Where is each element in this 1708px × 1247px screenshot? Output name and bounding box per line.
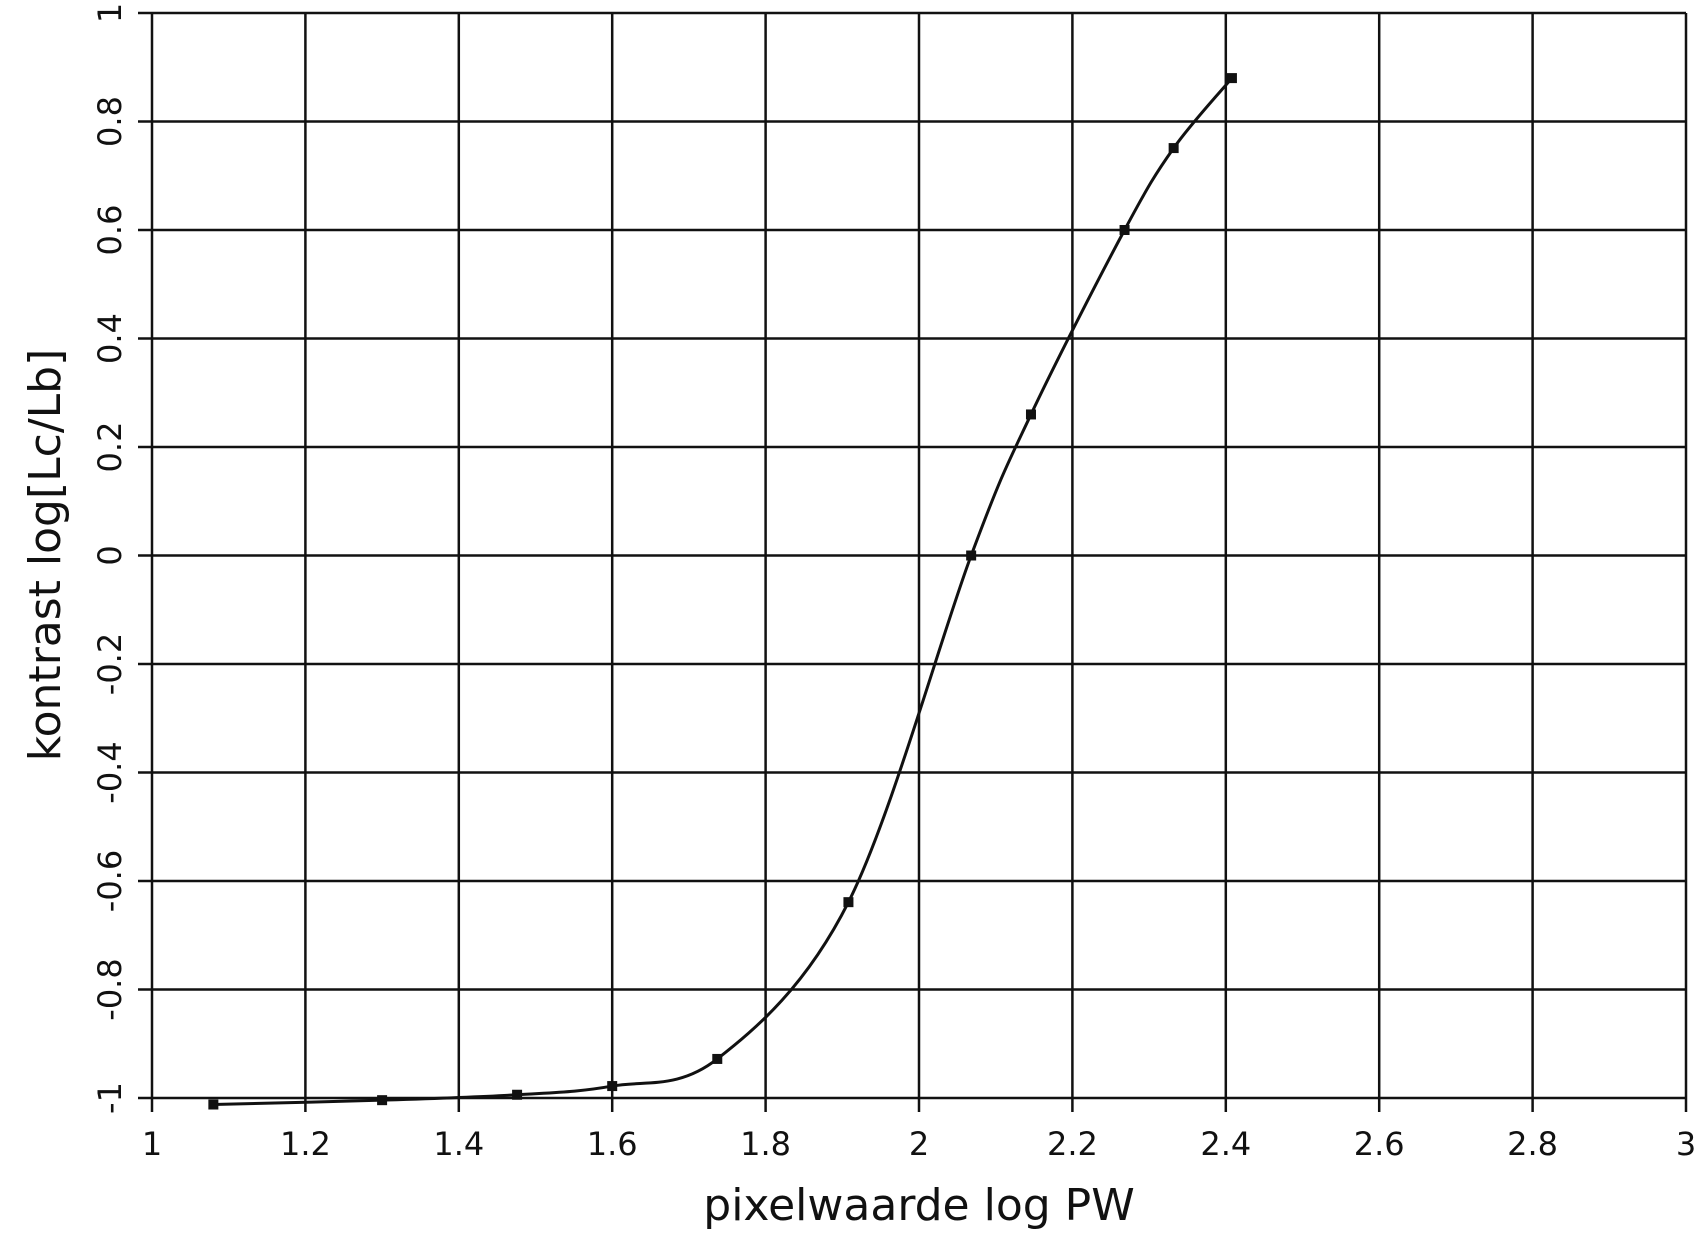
x-tick-label: 1.8 [740,1125,791,1163]
data-point [843,897,854,908]
x-tick-label: 1.2 [280,1125,331,1163]
x-tick-label: 1 [142,1125,162,1163]
y-tick-label: -0.4 [91,741,129,803]
y-axis-label: kontrast log[Lc/Lb] [20,349,71,762]
x-tick-label: 2.8 [1507,1125,1558,1163]
x-tick-label: 1.6 [587,1125,638,1163]
x-tick-label: 1.4 [433,1125,484,1163]
data-line [213,77,1234,1107]
x-tick-label: 2.2 [1047,1125,1098,1163]
x-axis-label: pixelwaarde log PW [703,1180,1134,1231]
data-point [1025,409,1036,420]
x-tick-label: 2.6 [1354,1125,1405,1163]
y-tick-label: -1 [91,1082,129,1114]
y-tick-label: 0 [91,545,129,565]
y-tick-label: -0.8 [91,958,129,1020]
x-tick-label: 3 [1676,1125,1696,1163]
y-tick-label: -0.6 [91,850,129,912]
data-point [1226,73,1237,84]
data-point [208,1099,219,1110]
data-point [712,1053,723,1064]
y-tick-label: 1 [91,3,129,23]
data-point [1168,143,1179,154]
y-tick-label: 0.2 [91,422,129,473]
data-point [966,550,977,561]
y-tick-label: -0.2 [91,633,129,695]
y-tick-label: 0.6 [91,205,129,256]
x-tick-label: 2.4 [1200,1125,1251,1163]
data-point [607,1081,618,1092]
x-tick-label: 2 [909,1125,929,1163]
data-point [377,1095,388,1106]
data-point [512,1089,523,1100]
data-point [1119,225,1130,235]
y-tick-label: 0.8 [91,96,129,147]
y-tick-label: 0.4 [91,313,129,364]
